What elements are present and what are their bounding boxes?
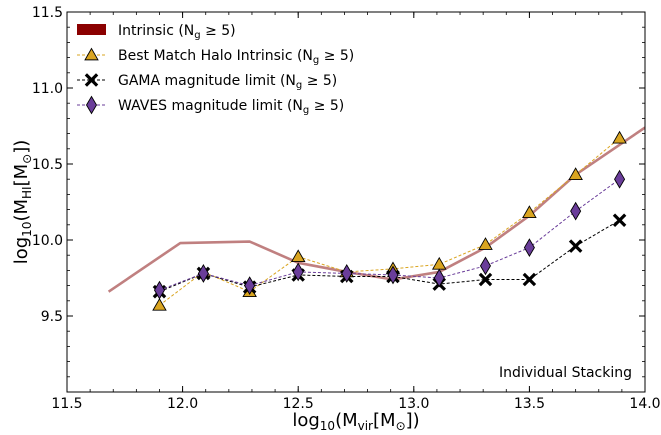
- legend-marker: [85, 95, 98, 115]
- data-point: [152, 297, 167, 311]
- data-point: [522, 272, 537, 287]
- plot-frame: [66, 11, 646, 393]
- legend-marker: [84, 47, 99, 61]
- x-tick-label: 13.5: [514, 396, 545, 412]
- data-point: [612, 213, 627, 228]
- data-point: [570, 201, 582, 221]
- series-1: [107, 126, 645, 293]
- data-point: [341, 264, 353, 283]
- data-point: [290, 249, 306, 263]
- y-tick-label: 11.5: [32, 5, 63, 21]
- y-tick-label: 9.5: [41, 309, 63, 325]
- legend-marker: [84, 73, 99, 87]
- data-point: [197, 264, 209, 283]
- plot-area: [107, 126, 645, 311]
- y-axis-label: log10(MHI[M⊙]): [11, 140, 34, 265]
- x-tick-label: 11.5: [51, 396, 82, 412]
- legend: Intrinsic (Ng ≥ 5) Best Match Halo Intrin…: [77, 23, 354, 116]
- data-point: [522, 205, 537, 218]
- data-point: [244, 276, 256, 295]
- legend-label: GAMA magnitude limit (Ng ≥ 5): [118, 73, 337, 91]
- annotation-text: Individual Stacking: [499, 365, 632, 381]
- data-point: [612, 130, 627, 144]
- x-tick-label: 12.0: [167, 396, 198, 412]
- series-3: [152, 213, 627, 299]
- data-point: [478, 237, 493, 250]
- data-point: [614, 169, 626, 189]
- y-tick-label: 11.0: [32, 81, 63, 97]
- y-tick-label: 10.5: [32, 157, 63, 173]
- x-tick-label: 14.0: [629, 396, 660, 412]
- data-point: [431, 256, 447, 270]
- legend-swatch: [77, 24, 106, 35]
- data-point: [387, 265, 399, 285]
- legend-entry-2: Best Match Halo Intrinsic (Ng ≥ 5): [77, 47, 354, 66]
- x-axis-label: log10(Mvir[M⊙]): [292, 410, 419, 433]
- axes: 11.5 12.0 12.5 13.0 13.5 14.0 9.5 10.0 10.5 11.0 1…: [11, 5, 661, 433]
- legend-entry-1: Intrinsic (Ng ≥ 5): [77, 23, 236, 41]
- series-2: [152, 130, 627, 311]
- data-point: [568, 167, 583, 180]
- data-point: [292, 262, 304, 282]
- data-point: [433, 268, 445, 288]
- legend-label: WAVES magnitude limit (Ng ≥ 5): [118, 98, 344, 116]
- y-tick-label: 10.0: [32, 233, 63, 249]
- x-tick-label: 12.5: [283, 396, 314, 412]
- data-point: [478, 272, 493, 287]
- x-tick-label: 13.0: [398, 396, 429, 412]
- data-point: [479, 256, 491, 276]
- legend-entry-4: WAVES magnitude limit (Ng ≥ 5): [77, 95, 344, 116]
- legend-label: Best Match Halo Intrinsic (Ng ≥ 5): [118, 48, 354, 66]
- data-point: [153, 280, 166, 300]
- legend-entry-3: GAMA magnitude limit (Ng ≥ 5): [77, 73, 337, 91]
- series-line: [107, 126, 645, 293]
- data-point: [523, 238, 535, 257]
- series-4: [153, 169, 626, 300]
- data-point: [568, 239, 583, 253]
- legend-label: Intrinsic (Ng ≥ 5): [118, 23, 236, 41]
